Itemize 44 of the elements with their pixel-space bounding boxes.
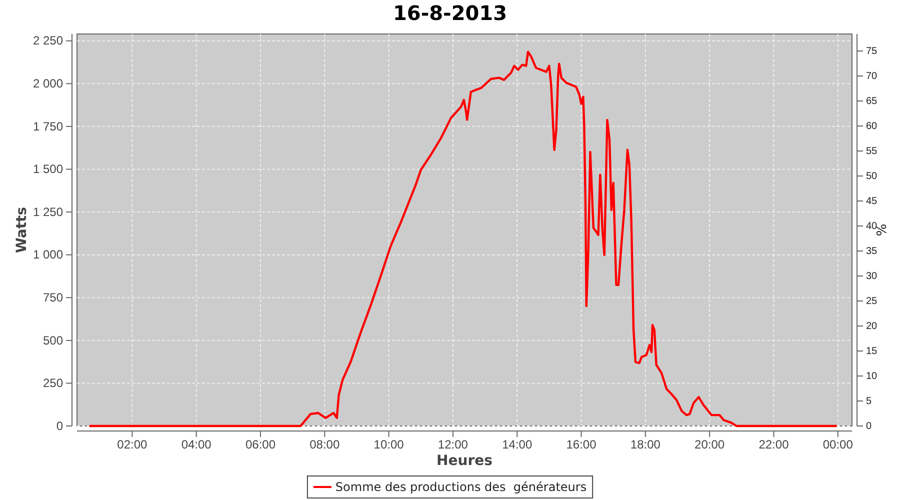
y2-tick-label: 25 <box>866 296 878 308</box>
y2-tick-label: 5 <box>866 396 872 408</box>
y2-axis-title: % <box>875 224 890 236</box>
x-tick-label: 08:00 <box>310 438 340 452</box>
x-tick-label: 22:00 <box>758 438 790 452</box>
y-tick-label: 750 <box>42 290 64 304</box>
y-tick-label: 500 <box>42 333 64 348</box>
y-axis-title: Watts <box>14 206 30 254</box>
y2-tick-label: 50 <box>866 171 878 182</box>
y-tick-label: 250 <box>42 376 64 390</box>
x-axis-title: Heures <box>436 453 492 469</box>
chart-title: 16-8-2013 <box>392 1 508 25</box>
x-tick-label: 04:00 <box>181 438 212 452</box>
y-tick-label: 0 <box>56 418 64 433</box>
x-tick-label: 02:00 <box>117 438 148 452</box>
x-tick-label: 10:00 <box>374 438 404 452</box>
y2-tick-label: 0 <box>866 421 872 432</box>
x-tick-label: 14:00 <box>502 438 532 452</box>
y2-tick-label: 10 <box>866 371 878 382</box>
x-tick-label: 18:00 <box>630 438 661 452</box>
y2-tick-label: 55 <box>866 146 878 158</box>
y-tick-label: 1 000 <box>32 248 64 262</box>
x-tick-label: 12:00 <box>438 438 468 452</box>
y2-tick-label: 30 <box>866 271 878 282</box>
y2-tick-label: 65 <box>866 96 878 108</box>
y2-tick-label: 35 <box>866 246 878 258</box>
y2-tick-label: 60 <box>866 121 878 132</box>
x-tick-label: 16:00 <box>566 438 597 452</box>
y-tick-label: 1 750 <box>32 119 64 134</box>
x-tick-label: 20:00 <box>694 438 725 452</box>
y-tick-label: 1 500 <box>32 162 64 176</box>
x-tick-label: 00:00 <box>822 438 854 452</box>
legend-label: Somme des productions des générateurs <box>335 480 587 494</box>
y2-tick-label: 20 <box>866 321 878 332</box>
y2-tick-label: 15 <box>866 346 878 358</box>
x-tick-label: 06:00 <box>245 438 276 452</box>
y2-tick-label: 45 <box>866 196 878 208</box>
y-tick-label: 2 000 <box>32 76 64 90</box>
y2-tick-label: 75 <box>866 46 878 58</box>
y-tick-label: 2 250 <box>32 34 64 48</box>
line-series <box>89 50 838 428</box>
y2-tick-label: 70 <box>866 71 878 82</box>
y-tick-label: 1 250 <box>32 204 64 219</box>
y2-tick-label: 40 <box>866 221 878 232</box>
